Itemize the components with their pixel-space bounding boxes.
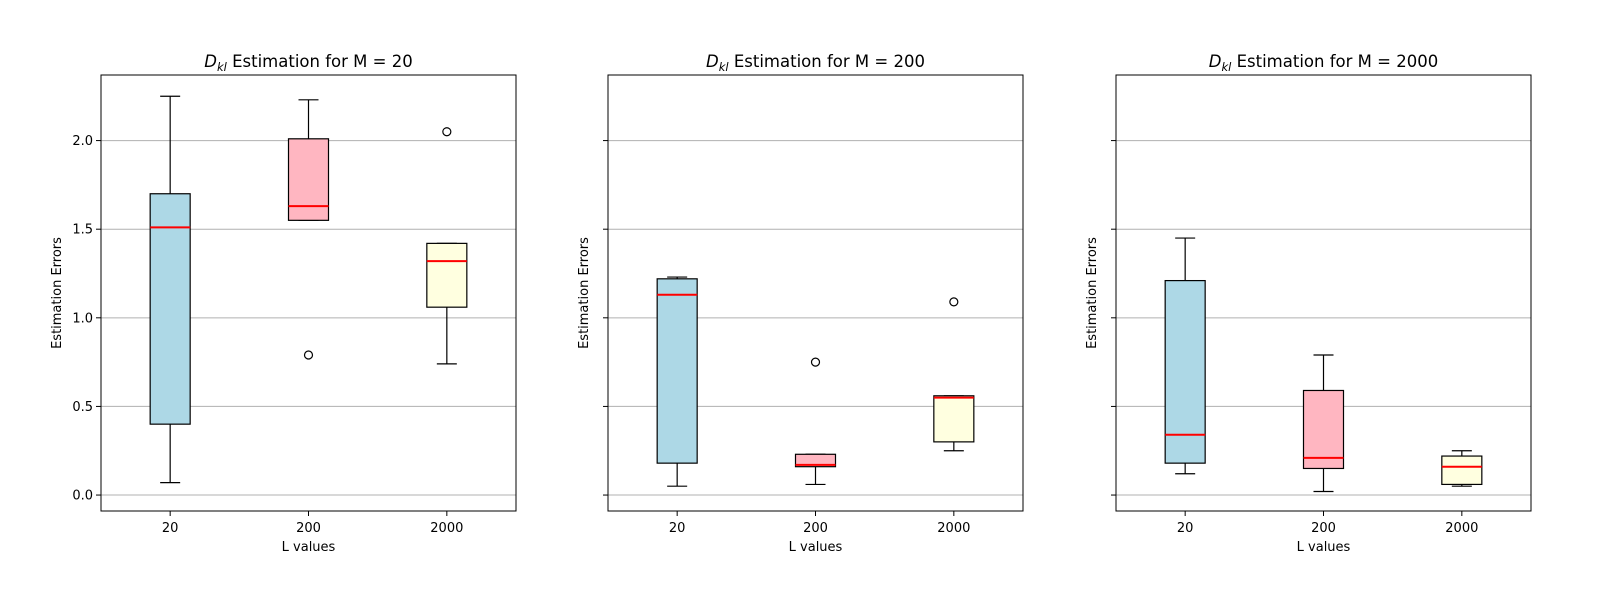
- x-tick-label: 2000: [1445, 521, 1478, 536]
- x-tick-label: 20: [162, 521, 179, 536]
- chart-panel: 20 200 2000 Dkl Estimation for M = 200 L val…: [577, 52, 1024, 555]
- chart-panel: 0.0 0.5 1.0 1.5 2.0 20 200 2000 Dkl Estimation f…: [50, 52, 517, 555]
- chart-panel: 20 200 2000 Dkl Estimation for M = 2000 L va…: [1085, 52, 1532, 555]
- box-body: [933, 395, 975, 443]
- x-axis-label: L values: [282, 540, 336, 555]
- x-tick-label: 20: [669, 521, 686, 536]
- outlier-point: [949, 297, 959, 307]
- outlier-point: [442, 127, 452, 137]
- x-tick-label: 200: [296, 521, 321, 536]
- box-20: [1164, 237, 1206, 475]
- box-200: [794, 357, 837, 486]
- chart-title: Dkl Estimation for M = 2000: [1209, 52, 1438, 74]
- box-20: [656, 276, 698, 487]
- y-tick-label: 0.0: [72, 489, 93, 504]
- box-body: [1441, 455, 1483, 486]
- box-20: [149, 95, 191, 484]
- box-body: [794, 453, 837, 468]
- x-tick-label: 2000: [937, 521, 970, 536]
- box-2000: [933, 297, 975, 452]
- outlier-point: [810, 357, 821, 367]
- box-2000: [426, 127, 468, 365]
- y-axis-label: Estimation Errors: [50, 237, 65, 349]
- x-tick-label: 2000: [430, 521, 463, 536]
- box-body: [426, 242, 468, 308]
- y-tick-label: 2.0: [72, 134, 93, 149]
- box-body: [1164, 279, 1206, 464]
- y-axis-label: Estimation Errors: [1085, 237, 1100, 349]
- box-body: [656, 278, 698, 464]
- axes-frame: [1115, 74, 1532, 512]
- outlier-point: [303, 350, 314, 360]
- box-body: [149, 193, 191, 425]
- box-200: [1302, 354, 1345, 493]
- chart-title: Dkl Estimation for M = 20: [204, 52, 412, 74]
- axes-frame: [100, 74, 517, 512]
- y-tick-label: 0.5: [72, 400, 93, 415]
- box-200: [287, 99, 330, 360]
- box-2000: [1441, 450, 1483, 487]
- x-axis-label: L values: [1297, 540, 1351, 555]
- x-axis-label: L values: [789, 540, 843, 555]
- x-tick-label: 20: [1177, 521, 1194, 536]
- axes-frame: [607, 74, 1024, 512]
- box-body: [1302, 389, 1345, 470]
- y-axis-label: Estimation Errors: [577, 237, 592, 349]
- box-body: [287, 138, 330, 221]
- chart-title: Dkl Estimation for M = 200: [706, 52, 925, 74]
- y-tick-label: 1.5: [72, 223, 93, 238]
- x-tick-label: 200: [1311, 521, 1336, 536]
- y-tick-label: 1.0: [72, 311, 93, 326]
- x-tick-label: 200: [803, 521, 828, 536]
